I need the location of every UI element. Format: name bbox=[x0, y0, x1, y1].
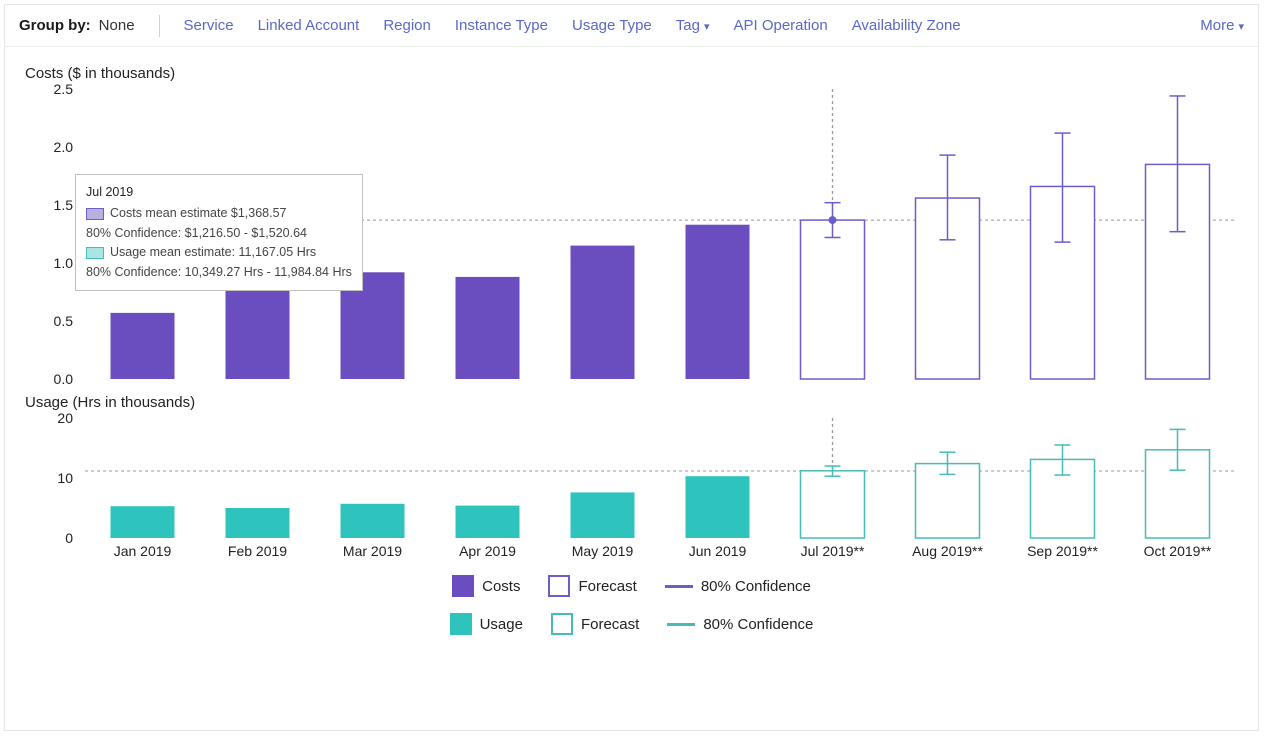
x-label: Jun 2019 bbox=[689, 543, 747, 559]
x-label: Apr 2019 bbox=[459, 543, 516, 559]
usage-chart-title: Usage (Hrs in thousands) bbox=[25, 394, 1238, 411]
group-by-label: Group by: bbox=[19, 17, 91, 34]
charts-region: Costs ($ in thousands) 0.0 0.5 1.0 1.5 2.0 2.… bbox=[5, 47, 1258, 651]
x-axis-labels: Jan 2019 Feb 2019 Mar 2019 Apr 2019 May 2019… bbox=[25, 543, 1235, 565]
svg-text:20: 20 bbox=[57, 413, 73, 426]
cost-explorer-panel: Group by: None ServiceLinked AccountRegi… bbox=[4, 4, 1259, 731]
svg-text:10: 10 bbox=[57, 470, 73, 486]
svg-text:0.0: 0.0 bbox=[54, 371, 74, 384]
legend-usage-confidence: 80% Confidence bbox=[667, 616, 813, 633]
costs-legend: Costs Forecast 80% Confidence bbox=[25, 565, 1238, 603]
group-by-toolbar: Group by: None ServiceLinked AccountRegi… bbox=[5, 5, 1258, 47]
legend-usage-forecast: Forecast bbox=[551, 613, 639, 635]
x-label: Jan 2019 bbox=[114, 543, 172, 559]
groupby-service[interactable]: Service bbox=[172, 13, 246, 38]
toolbar-divider bbox=[159, 15, 160, 37]
legend-costs-confidence: 80% Confidence bbox=[665, 578, 811, 595]
x-label: Sep 2019** bbox=[1027, 543, 1098, 559]
x-label: Mar 2019 bbox=[343, 543, 402, 559]
x-label: Oct 2019** bbox=[1144, 543, 1212, 559]
usage-chart: 0 10 20 bbox=[25, 413, 1240, 543]
groupby-linked-account[interactable]: Linked Account bbox=[246, 13, 372, 38]
more-dropdown[interactable]: More bbox=[1200, 17, 1244, 34]
groupby-usage-type[interactable]: Usage Type bbox=[560, 13, 664, 38]
svg-text:2.0: 2.0 bbox=[54, 139, 74, 155]
x-label: Feb 2019 bbox=[228, 543, 287, 559]
groupby-availability-zone[interactable]: Availability Zone bbox=[840, 13, 973, 38]
groupby-api-operation[interactable]: API Operation bbox=[721, 13, 839, 38]
forecast-tooltip: Jul 2019 Costs mean estimate $1,368.57 8… bbox=[75, 174, 363, 291]
usage-legend: Usage Forecast 80% Confidence bbox=[25, 603, 1238, 641]
groupby-tag[interactable]: Tag bbox=[664, 13, 722, 38]
x-label: May 2019 bbox=[572, 543, 633, 559]
legend-costs: Costs bbox=[452, 575, 520, 597]
svg-text:0: 0 bbox=[65, 530, 73, 543]
x-label: Aug 2019** bbox=[912, 543, 983, 559]
legend-costs-forecast: Forecast bbox=[548, 575, 636, 597]
groupby-instance-type[interactable]: Instance Type bbox=[443, 13, 560, 38]
x-label: Jul 2019** bbox=[801, 543, 865, 559]
groupby-region[interactable]: Region bbox=[371, 13, 443, 38]
svg-text:2.5: 2.5 bbox=[54, 84, 74, 97]
costs-chart-title: Costs ($ in thousands) bbox=[25, 65, 1238, 82]
svg-text:1.5: 1.5 bbox=[54, 197, 74, 213]
group-by-value: None bbox=[99, 17, 135, 34]
legend-usage: Usage bbox=[450, 613, 523, 635]
svg-text:1.0: 1.0 bbox=[54, 255, 74, 271]
svg-text:0.5: 0.5 bbox=[54, 313, 74, 329]
